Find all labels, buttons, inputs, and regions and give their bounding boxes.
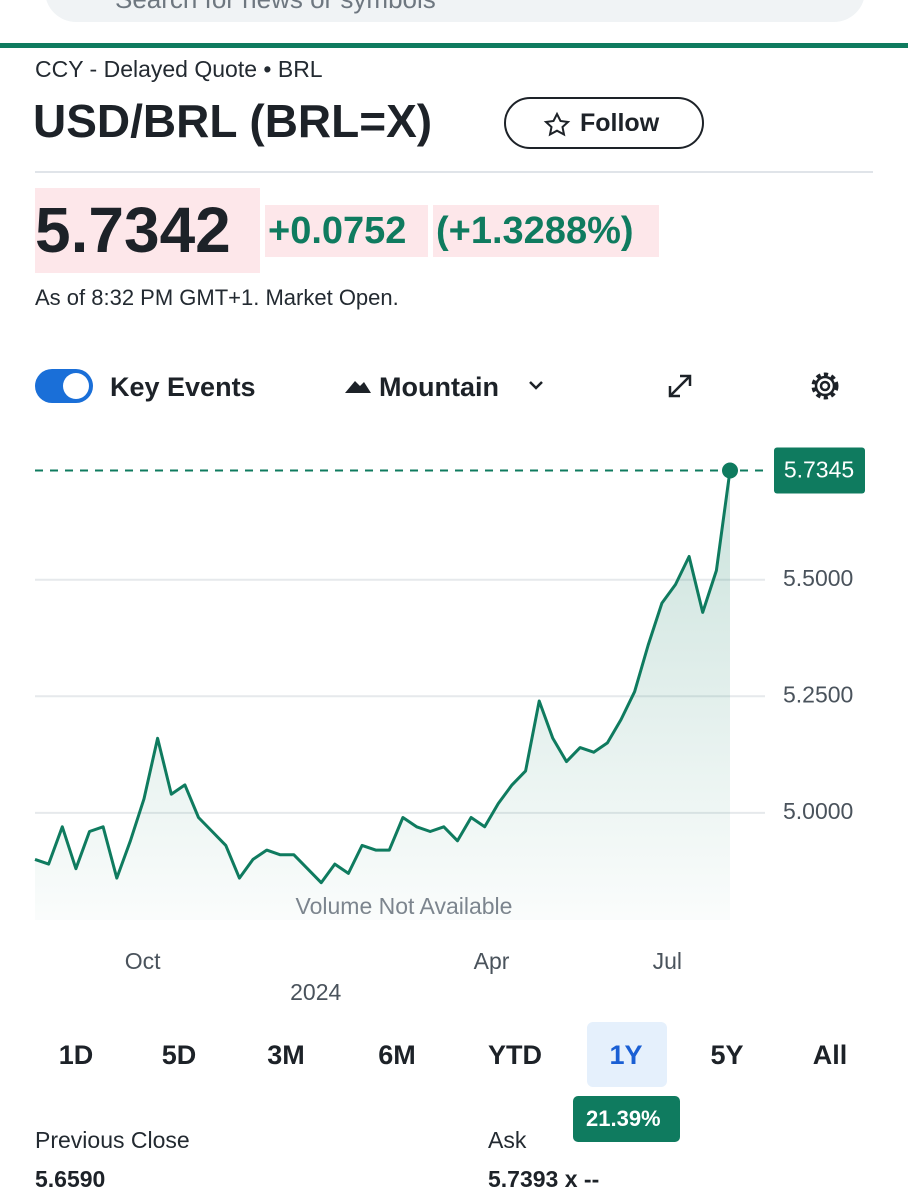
- y-tick-label: 5.2500: [783, 681, 853, 707]
- stat-value: 5.6590: [35, 1166, 106, 1192]
- range-change: 21.39%: [586, 1106, 661, 1131]
- last-price-label: 5.7345: [784, 457, 854, 483]
- follow-button[interactable]: [504, 97, 704, 149]
- stat-label: Ask: [488, 1127, 527, 1153]
- volume-note: Volume Not Available: [296, 893, 513, 919]
- last-point: [722, 462, 738, 479]
- chart-plot: 5.0000 5.2500 5.5000 Oct Apr Jul 2024 5.7345 Vol…: [34, 447, 865, 1005]
- range-change-badge: [573, 1096, 680, 1142]
- x-tick-label: Oct: [125, 948, 161, 974]
- search-placeholder: Search for news or symbols: [115, 0, 436, 15]
- x-year-label: 2024: [290, 979, 341, 1005]
- y-tick-label: 5.5000: [783, 565, 853, 591]
- range-button[interactable]: 5Y: [710, 1040, 744, 1070]
- range-selected-bg: [587, 1022, 667, 1087]
- change-highlight: [265, 205, 428, 257]
- x-tick-label: Jul: [653, 948, 682, 974]
- mountain-icon: [345, 381, 371, 393]
- price-highlight: [35, 188, 260, 273]
- price: 5.7342: [35, 194, 231, 266]
- range-button[interactable]: All: [812, 1040, 848, 1070]
- expand-icon[interactable]: [668, 374, 692, 398]
- range-button[interactable]: 1D: [58, 1040, 94, 1070]
- follow-label[interactable]: Follow: [580, 109, 660, 137]
- settings-icon[interactable]: [811, 372, 839, 400]
- range-button[interactable]: 5D: [161, 1040, 197, 1070]
- x-tick-label: Apr: [474, 948, 510, 974]
- range-button[interactable]: 6M: [378, 1040, 416, 1070]
- chevron-icon: [529, 381, 543, 390]
- as-of: As of 8:32 PM GMT+1. Market Open.: [35, 285, 399, 310]
- price-change: +0.0752: [268, 210, 407, 252]
- line: [34, 470, 732, 885]
- y-tick-label: 5.0000: [783, 798, 853, 824]
- stat-value: 5.7393 x --: [488, 1166, 600, 1192]
- range-button[interactable]: 3M: [267, 1040, 305, 1070]
- key-events-label[interactable]: Key Events: [110, 372, 256, 402]
- range-button[interactable]: 1Y: [609, 1040, 643, 1070]
- top-bar: [0, 43, 908, 48]
- range-button[interactable]: YTD: [488, 1040, 542, 1070]
- stat-label: Previous Close: [35, 1127, 190, 1153]
- symbol-title: USD/BRL (BRL=X): [33, 95, 433, 147]
- last-price-badge: [774, 447, 865, 494]
- search-box[interactable]: [45, 0, 865, 22]
- price-change-percent: (+1.3288%): [436, 210, 634, 252]
- quote-source: CCY - Delayed Quote • BRL: [35, 56, 323, 82]
- star-icon: [543, 111, 571, 137]
- chart-style-label[interactable]: Mountain: [379, 372, 499, 402]
- area: [35, 470, 730, 920]
- percent-highlight: [433, 205, 659, 257]
- toggle-knob: [63, 373, 89, 399]
